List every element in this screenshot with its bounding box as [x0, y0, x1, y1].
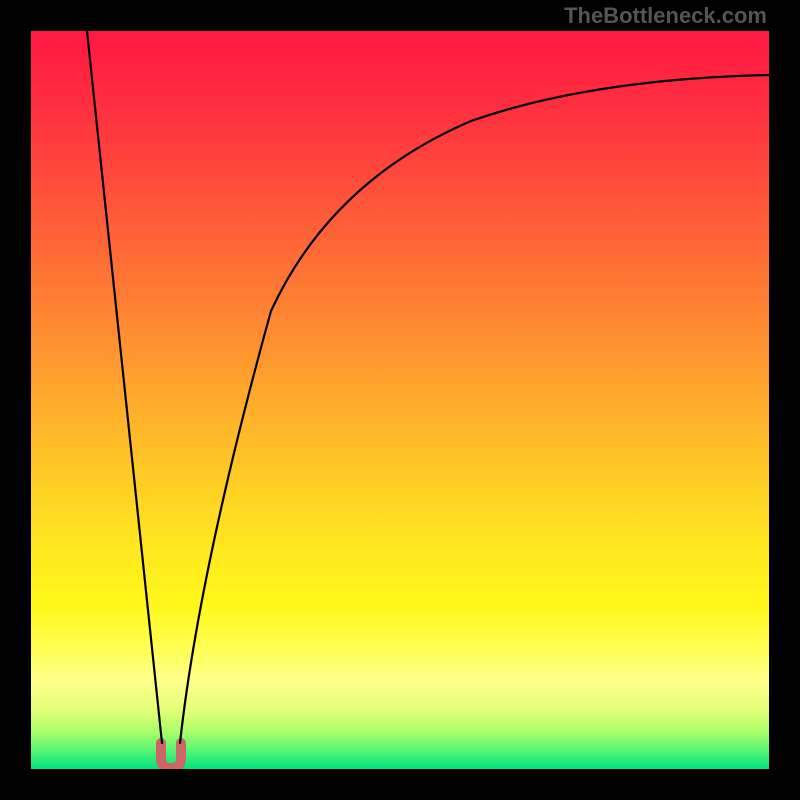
curve-layer [31, 31, 769, 769]
left-curve [87, 31, 162, 743]
right-curve [180, 75, 769, 743]
u-marker [161, 743, 181, 768]
watermark-text: TheBottleneck.com [564, 3, 767, 29]
plot-area [31, 31, 769, 769]
